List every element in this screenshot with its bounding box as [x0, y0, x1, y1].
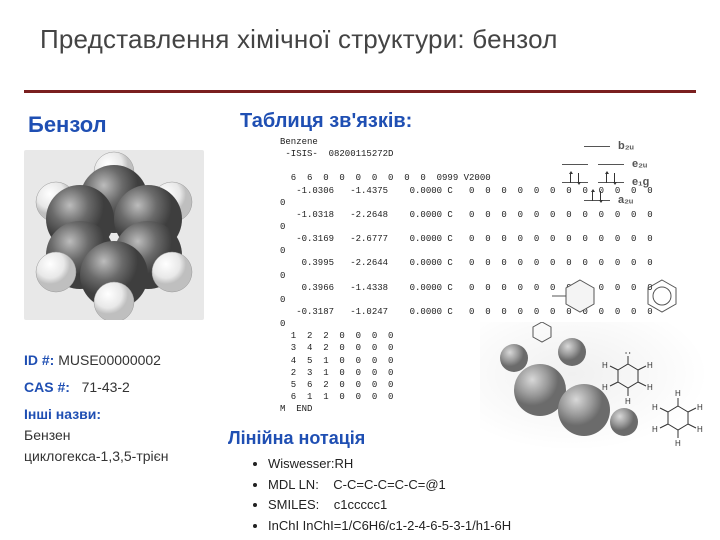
svg-text:H: H: [697, 425, 703, 434]
benzene-spacefill-model: [24, 150, 204, 320]
cas-label: CAS #:: [24, 379, 70, 395]
hexagon-pair-svg: [552, 268, 702, 324]
svg-text:H: H: [675, 389, 681, 398]
svg-text:H: H: [625, 352, 631, 356]
svg-text:H: H: [647, 361, 653, 370]
othernames-label: Інші назви:: [24, 406, 101, 422]
linear-inchi: InChI InChI=1/C6H6/c1-2-4-6-5-3-1/h1-6H: [268, 518, 511, 533]
id-label: ID #:: [24, 352, 54, 368]
benzene-hexagon-pair: [552, 268, 702, 324]
svg-text:H: H: [602, 361, 608, 370]
svg-text:H: H: [697, 403, 703, 412]
linear-smiles-value: c1ccccc1: [334, 497, 387, 512]
bondtable-heading: Таблиця зв'язків:: [240, 110, 412, 133]
linear-smiles-label: SMILES:: [268, 497, 319, 512]
linear-wiswesser: Wiswesser:RH: [268, 456, 353, 471]
linear-mdlln-label: MDL LN:: [268, 477, 319, 492]
mo-energy-diagram: b₂ᵤ e₂ᵤ e₁g a₂ᵤ: [550, 140, 700, 260]
compound-name-heading: Бензол: [28, 112, 107, 138]
id-value: MUSE00000002: [58, 352, 161, 368]
compound-metadata: ID #: MUSE00000002 CAS #: 71-43-2 Інші н…: [24, 350, 224, 467]
othernames-1: Бензен: [24, 425, 224, 446]
mo-label-e1g: e₁g: [632, 176, 649, 188]
slide-title: Представлення хімічної структури: бензол: [40, 24, 680, 55]
mo-label-a2u: a₂ᵤ: [618, 194, 633, 206]
svg-text:H: H: [652, 403, 658, 412]
title-rule: [24, 90, 696, 93]
linearnotation-heading: Лінійна нотація: [228, 428, 365, 449]
svg-text:H: H: [675, 439, 681, 448]
linear-notation-list: Wiswesser:RH MDL LN: C-C=C-C=C-C=@1 SMIL…: [254, 454, 511, 536]
mo-label-e2u: e₂ᵤ: [632, 158, 647, 170]
othernames-2: циклогекса-1,3,5-трієн: [24, 446, 224, 467]
svg-text:H: H: [652, 425, 658, 434]
benzene-spacefill-svg: [24, 150, 204, 320]
linear-mdlln-value: C-C=C-C=C-C=@1: [333, 477, 446, 492]
cas-value: 71-43-2: [82, 379, 130, 395]
mo-label-b2u: b₂ᵤ: [618, 140, 634, 152]
svg-text:H: H: [647, 383, 653, 392]
svg-text:H: H: [602, 383, 608, 392]
phenyl-diagrams: H H H H H H H H H H H H: [600, 352, 710, 452]
svg-text:H: H: [625, 397, 631, 406]
